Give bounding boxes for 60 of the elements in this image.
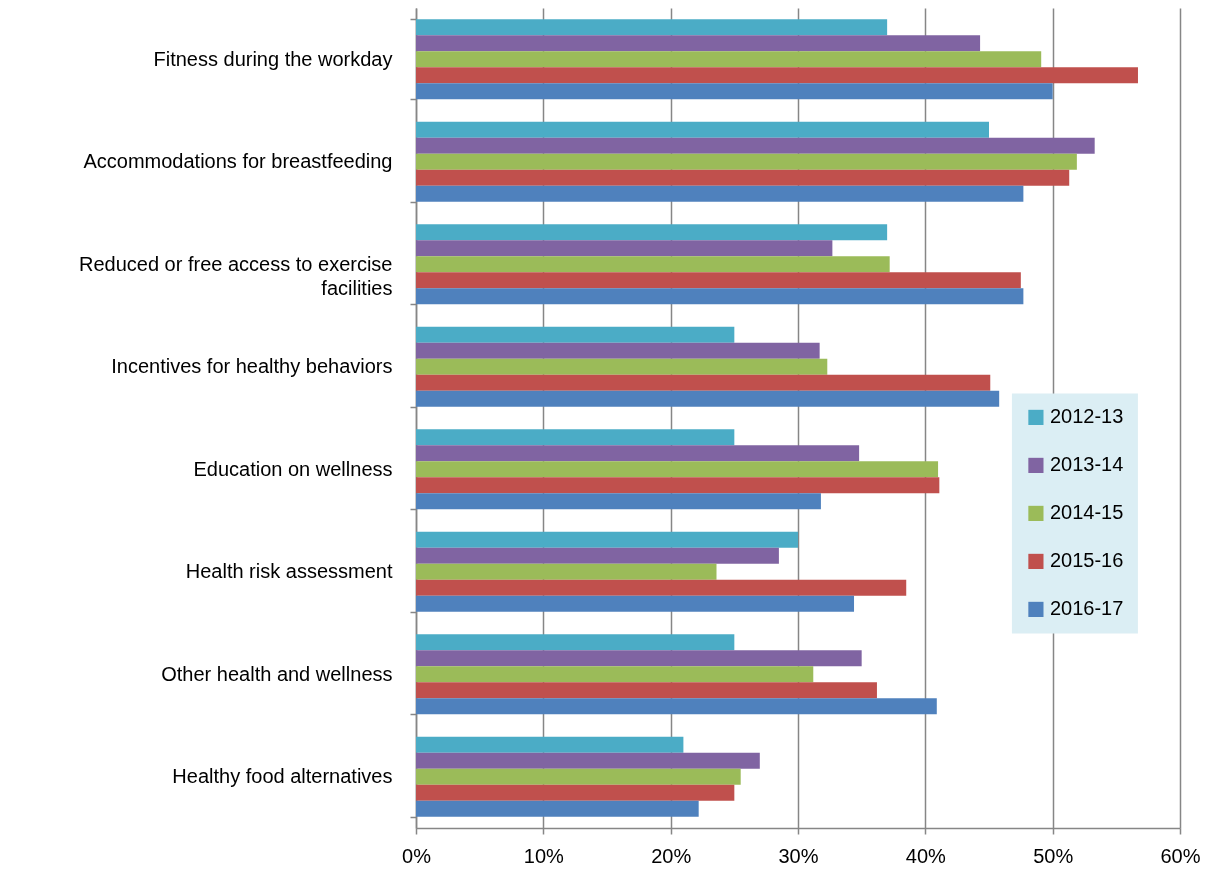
x-tick-label: 50% [1033,844,1074,867]
bar [416,240,833,257]
x-tick-label: 30% [778,844,819,867]
bar [416,547,779,564]
y-tick-label: Education on wellness [193,457,393,480]
bar [416,768,741,785]
bar [416,493,821,510]
x-tick-label: 10% [523,844,565,867]
bar [416,153,1077,170]
bar [416,445,860,462]
legend-label: 2015-16 [1049,549,1124,572]
bar [416,224,888,241]
bar [416,19,888,36]
legend-label: 2016-17 [1049,597,1124,620]
y-tick-label: Incentives for healthy behaviors [111,355,393,378]
bar [416,752,760,769]
bar [416,342,820,359]
y-tick-label: Reduced or free access to exercise facilities [79,252,393,299]
bar [416,256,890,273]
x-tick-label: 60% [1160,844,1201,867]
bar [416,35,981,52]
bar [416,326,735,343]
bar [416,531,798,548]
x-tick-label: 20% [651,844,692,867]
bar [416,477,940,494]
legend-label: 2012-13 [1049,405,1124,428]
y-tick-label: Other health and wellness [161,662,393,685]
y-tick-label: Fitness during the workday [153,47,393,70]
bar [416,563,717,580]
bar [416,784,735,801]
bar [416,650,862,667]
bar [416,272,1021,289]
y-tick-label: Healthy food alternatives [172,765,393,788]
bar [416,634,735,651]
legend-label: 2013-14 [1049,453,1124,476]
bar [416,374,991,391]
bar [416,800,699,817]
bar [416,682,877,699]
bar [416,461,939,478]
bar [416,288,1024,305]
bar [416,698,937,715]
bar [416,429,735,446]
bar [416,390,1000,407]
bar [416,595,855,612]
bar [416,83,1053,100]
bar [416,736,684,753]
bar [416,51,1042,68]
y-tick-label: Accommodations for breastfeeding [83,150,393,173]
y-tick-label: Health risk assessment [185,560,393,583]
bar [416,169,1070,186]
bar [416,67,1138,84]
bar [416,666,814,683]
legend-label: 2014-15 [1049,501,1124,524]
bar [416,137,1095,154]
bar [416,185,1024,202]
x-tick-label: 0% [402,844,432,867]
x-tick-label: 40% [905,844,947,867]
bar [416,121,989,138]
bar [416,358,828,375]
bar [416,579,907,596]
